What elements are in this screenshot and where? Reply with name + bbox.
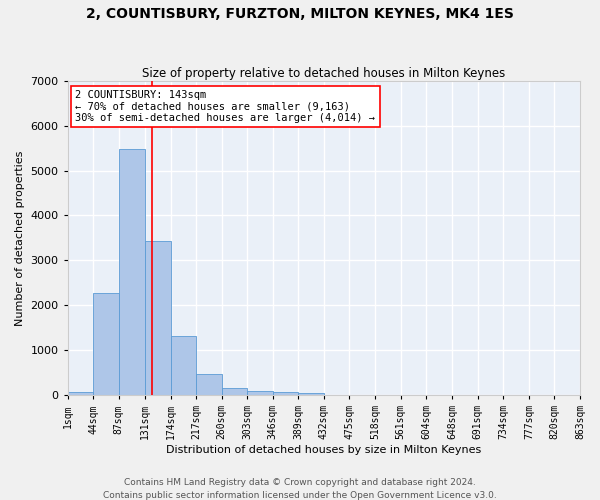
Text: Contains HM Land Registry data © Crown copyright and database right 2024.
Contai: Contains HM Land Registry data © Crown c…	[103, 478, 497, 500]
Bar	[119, 149, 145, 395]
Text: 2 COUNTISBURY: 143sqm
← 70% of detached houses are smaller (9,163)
30% of semi-d: 2 COUNTISBURY: 143sqm ← 70% of detached …	[76, 90, 376, 124]
Title: Size of property relative to detached houses in Milton Keynes: Size of property relative to detached ho…	[142, 66, 505, 80]
Bar	[298, 393, 324, 395]
Bar	[247, 391, 273, 395]
Bar	[196, 374, 221, 395]
Bar	[273, 392, 298, 395]
Bar	[93, 292, 119, 395]
Bar	[145, 240, 170, 395]
Bar	[221, 388, 247, 395]
X-axis label: Distribution of detached houses by size in Milton Keynes: Distribution of detached houses by size …	[166, 445, 481, 455]
Text: 2, COUNTISBURY, FURZTON, MILTON KEYNES, MK4 1ES: 2, COUNTISBURY, FURZTON, MILTON KEYNES, …	[86, 8, 514, 22]
Bar	[68, 392, 93, 395]
Bar	[170, 336, 196, 395]
Y-axis label: Number of detached properties: Number of detached properties	[15, 150, 25, 326]
